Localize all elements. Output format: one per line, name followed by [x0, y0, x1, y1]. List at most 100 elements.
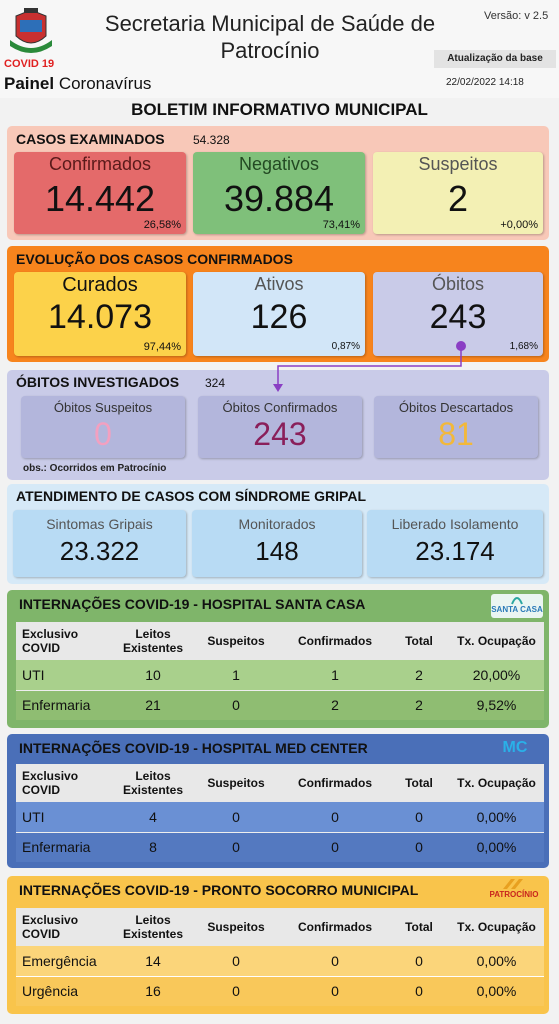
- cell: UTI: [22, 666, 45, 683]
- cell: 0,00%: [476, 952, 517, 969]
- cell: 0: [232, 808, 240, 825]
- cell: 10: [145, 666, 161, 683]
- card-suspeitos[interactable]: Suspeitos 2 +0,00%: [373, 152, 543, 234]
- table-header-row: Exclusivo COVID Leitos Existentes Suspei…: [16, 764, 544, 802]
- table-row[interactable]: Emergência 14 0 0 0 0,00%: [16, 946, 544, 976]
- cell: Enfermaria: [22, 839, 91, 856]
- card-value: 2: [447, 178, 469, 219]
- santa-casa-logo-text: SANTA CASA: [491, 605, 543, 614]
- card-value: 81: [438, 416, 474, 452]
- cell: 2: [415, 697, 423, 714]
- section-casos-examinados: CASOS EXAMINADOS 54.328 Confirmados 14.4…: [7, 126, 549, 240]
- col-leitos: Leitos Existentes: [122, 627, 184, 655]
- table-row[interactable]: Enfermaria 8 0 0 0 0,00%: [16, 832, 544, 862]
- card-value: 126: [250, 298, 308, 336]
- cell: 0: [331, 839, 339, 856]
- card-label: Óbitos: [431, 274, 485, 294]
- card-label: Óbitos Suspeitos: [53, 400, 153, 415]
- card-curados[interactable]: Curados 14.073 97,44%: [14, 272, 186, 356]
- cell: 1: [331, 666, 339, 683]
- card-value: 14.073: [48, 298, 152, 336]
- card-value: 14.442: [44, 178, 156, 219]
- covid-tag: COVID 19: [4, 58, 55, 70]
- card-label: Óbitos Descartados: [398, 400, 514, 415]
- card-label: Confirmados: [48, 154, 152, 174]
- painel-title: Painel Coronavírus: [4, 74, 151, 94]
- card-ativos[interactable]: Ativos 126 0,87%: [193, 272, 365, 356]
- col-total: Total: [405, 776, 433, 790]
- table-row[interactable]: UTI 4 0 0 0 0,00%: [16, 802, 544, 832]
- table-row[interactable]: Enfermaria 21 0 2 2 9,52%: [16, 690, 544, 720]
- link-arrow-icon: [273, 341, 466, 392]
- card-value: 23.174: [415, 536, 495, 566]
- card-label: Ativos: [254, 274, 304, 294]
- cell: 20,00%: [472, 666, 521, 683]
- card-label: Liberado Isolamento: [391, 516, 519, 532]
- update-base-button[interactable]: Atualização da base: [434, 50, 556, 68]
- cell: 0: [232, 697, 240, 714]
- cell: 0: [232, 983, 240, 1000]
- card-negativos[interactable]: Negativos 39.884 73,41%: [193, 152, 365, 234]
- section-med-center: INTERNAÇÕES COVID-19 - HOSPITAL MED CENT…: [7, 734, 549, 868]
- section-evolucao: EVOLUÇÃO DOS CASOS CONFIRMADOS Curados 1…: [7, 246, 549, 362]
- card-value: 243: [429, 298, 487, 336]
- card-obitos-descartados[interactable]: Óbitos Descartados 81: [374, 396, 538, 458]
- section-title: ATENDIMENTO DE CASOS COM SÍNDROME GRIPAL: [16, 488, 367, 504]
- section-santa-casa: INTERNAÇÕES COVID-19 - HOSPITAL SANTA CA…: [7, 590, 549, 728]
- table-row[interactable]: UTI 10 1 1 2 20,00%: [16, 660, 544, 690]
- col-ocupacao: Tx. Ocupação: [457, 776, 536, 790]
- cell: 9,52%: [476, 697, 517, 714]
- card-value: 23.322: [59, 536, 140, 566]
- card-confirmados[interactable]: Confirmados 14.442 26,58%: [14, 152, 186, 234]
- col-total: Total: [405, 634, 433, 648]
- cell: Emergência: [22, 952, 97, 969]
- cell: 0: [232, 839, 240, 856]
- cell: 0,00%: [476, 808, 517, 825]
- card-obitos-suspeitos[interactable]: Óbitos Suspeitos 0: [21, 396, 185, 458]
- col-confirmados: Confirmados: [297, 920, 372, 934]
- card-percent: 0,87%: [331, 341, 360, 352]
- cell: 14: [145, 952, 161, 969]
- col-exclusivo: Exclusivo COVID: [22, 627, 79, 655]
- section-title: CASOS EXAMINADOS: [16, 131, 165, 147]
- card-label: Óbitos Confirmados: [222, 400, 338, 415]
- med-center-logo: MC: [502, 739, 528, 756]
- cell: 0: [415, 952, 423, 969]
- col-exclusivo: Exclusivo COVID: [22, 913, 79, 941]
- cell: 0: [415, 808, 423, 825]
- col-leitos: Leitos Existentes: [122, 769, 184, 797]
- col-confirmados: Confirmados: [297, 776, 372, 790]
- cell: 0: [331, 983, 339, 1000]
- section-obitos-investigados: ÓBITOS INVESTIGADOS 324 Óbitos Suspeitos…: [7, 370, 549, 480]
- card-obitos-confirmados[interactable]: Óbitos Confirmados 243: [198, 396, 362, 458]
- patrocinio-logo-icon: [503, 879, 523, 889]
- section-title: INTERNAÇÕES COVID-19 - HOSPITAL MED CENT…: [19, 740, 368, 756]
- section-pronto-socorro: INTERNAÇÕES COVID-19 - PRONTO SOCORRO MU…: [7, 876, 549, 1014]
- card-percent: 73,41%: [322, 219, 360, 231]
- cell: 1: [232, 666, 240, 683]
- col-exclusivo: Exclusivo COVID: [22, 769, 79, 797]
- col-ocupacao: Tx. Ocupação: [457, 920, 536, 934]
- card-value: 0: [94, 416, 112, 452]
- painel-rest: Coronavírus: [54, 74, 152, 93]
- card-liberado-isolamento[interactable]: Liberado Isolamento 23.174: [367, 510, 543, 577]
- cell: 0,00%: [476, 983, 517, 1000]
- card-sintomas-gripais[interactable]: Sintomas Gripais 23.322: [13, 510, 186, 577]
- page-title: Secretaria Municipal de Saúde de Patrocí…: [104, 11, 436, 63]
- investigados-total: 324: [205, 376, 226, 390]
- table-header-row: Exclusivo COVID Leitos Existentes Suspei…: [16, 622, 544, 660]
- table-row[interactable]: Urgência 16 0 0 0 0,00%: [16, 976, 544, 1006]
- card-percent: 26,58%: [143, 219, 181, 231]
- col-confirmados: Confirmados: [297, 634, 372, 648]
- update-date: 22/02/2022 14:18: [446, 77, 524, 88]
- card-label: Monitorados: [238, 516, 316, 532]
- card-monitorados[interactable]: Monitorados 148: [192, 510, 362, 577]
- obs-note: obs.: Ocorridos em Patrocínio: [23, 463, 167, 474]
- cell: 2: [415, 666, 423, 683]
- cell: Enfermaria: [22, 697, 91, 714]
- col-suspeitos: Suspeitos: [207, 634, 265, 648]
- city-coat-of-arms-icon: [10, 8, 52, 53]
- cell: 2: [331, 697, 339, 714]
- card-label: Sintomas Gripais: [46, 516, 153, 532]
- cell: 16: [145, 983, 161, 1000]
